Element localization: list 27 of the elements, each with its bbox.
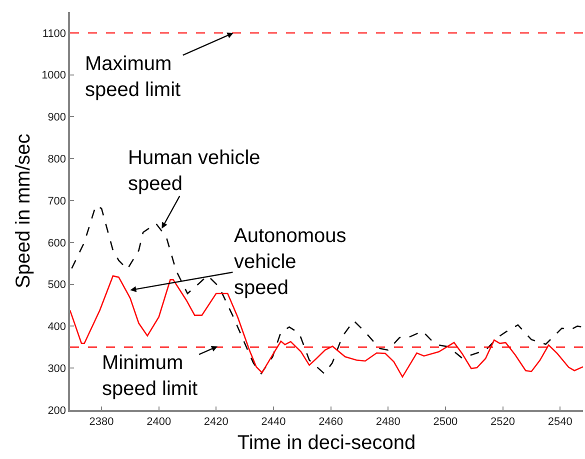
y-tick-label: 1100 (42, 28, 66, 40)
x-tick-label: 2400 (146, 416, 172, 428)
x-tick-label: 2460 (318, 416, 344, 428)
y-tick-label: 800 (48, 153, 66, 166)
x-tick-label: 2500 (433, 416, 458, 428)
annotation: Autonomous vehicle speed (234, 225, 346, 299)
y-tick-label: 700 (48, 195, 66, 208)
y-tick-label: 500 (48, 279, 66, 292)
x-tick-label: 2380 (89, 416, 114, 428)
y-tick-label: 900 (48, 112, 66, 124)
annotation: Maximum speed limit (85, 53, 182, 101)
x-tick-label: 2440 (261, 416, 286, 428)
y-tick-label: 400 (48, 321, 66, 334)
y-tick-label: 300 (48, 362, 66, 375)
y-axis-title: Speed in mm/sec (12, 134, 35, 288)
annotation: Human vehicle speed (128, 147, 260, 195)
line-series (70, 275, 583, 378)
line-series (71, 204, 583, 374)
y-tick-label: 200 (48, 404, 66, 417)
x-tick-label: 2420 (204, 416, 228, 428)
x-tick-label: 2540 (548, 416, 572, 428)
annotation: Minimum speed limit (102, 352, 198, 400)
y-tick-label: 600 (48, 237, 66, 250)
y-tick-label: 1000 (42, 70, 66, 82)
x-tick-label: 2480 (376, 416, 400, 428)
x-axis-title: Time in deci-second (237, 432, 416, 454)
x-tick-label: 2520 (490, 416, 515, 428)
